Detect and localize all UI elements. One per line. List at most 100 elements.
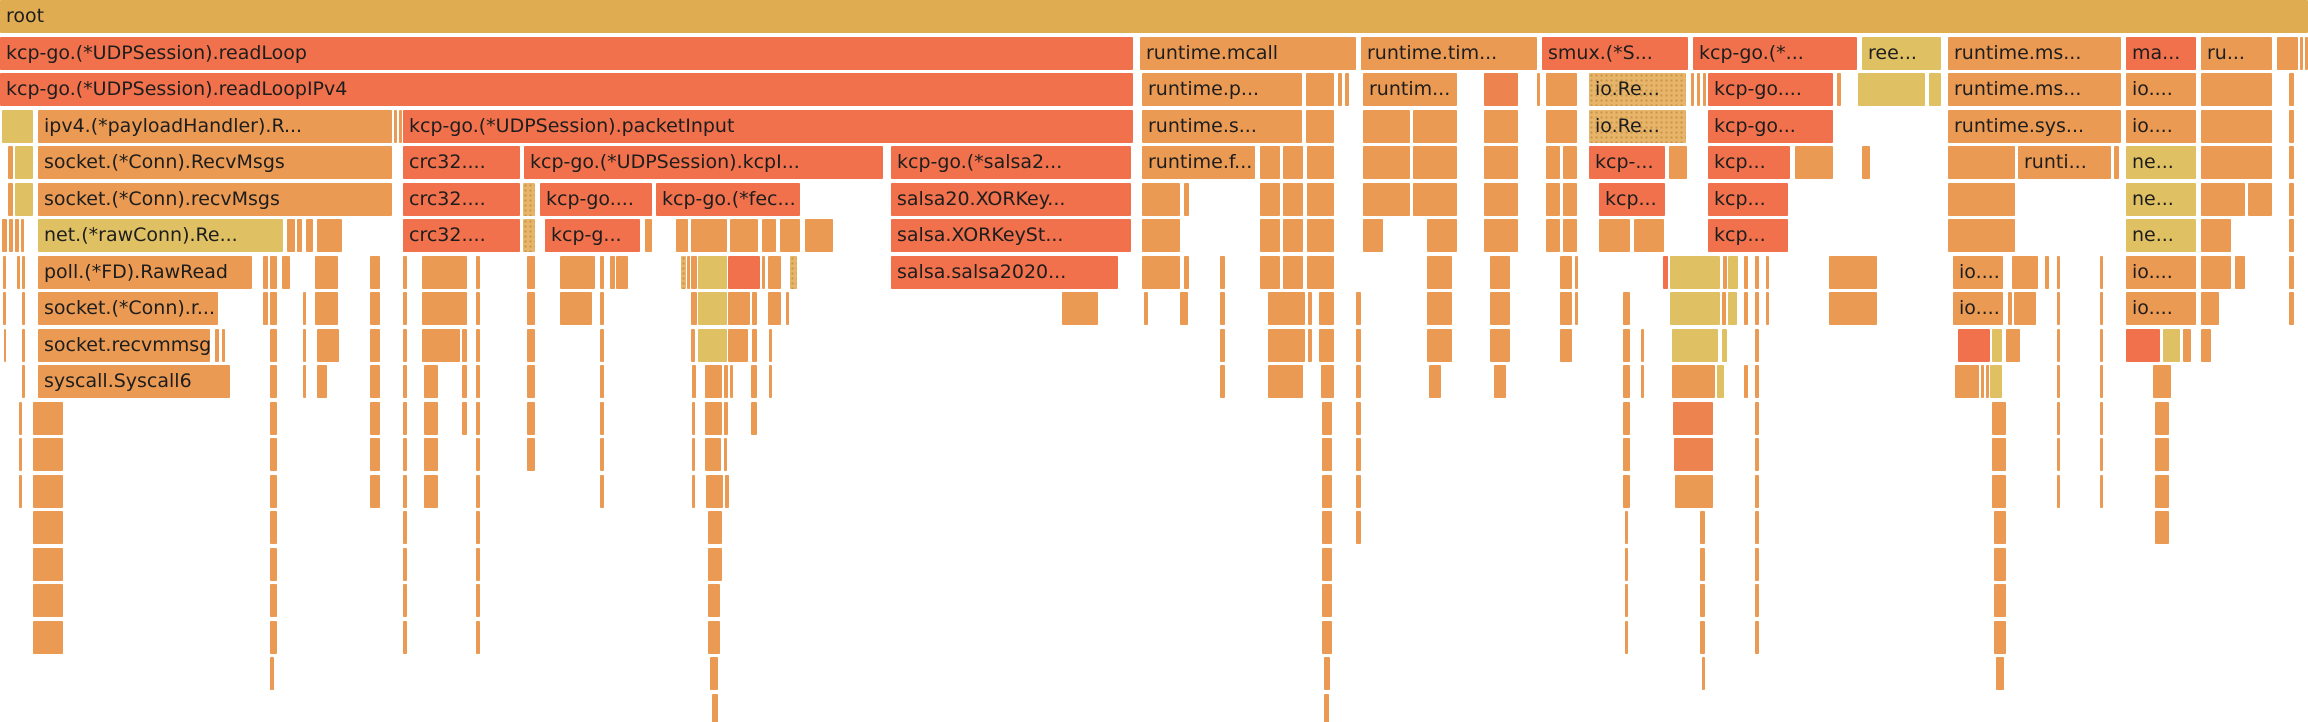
flame-frame[interactable] [706, 474, 723, 508]
flame-frame[interactable] [270, 474, 277, 508]
flame-frame[interactable] [1755, 547, 1759, 581]
flame-frame[interactable] [403, 438, 407, 471]
flame-frame[interactable] [780, 219, 800, 252]
flame-frame[interactable] [2201, 292, 2219, 325]
flame-frame[interactable] [403, 401, 407, 435]
flame-frame[interactable] [297, 219, 302, 252]
flame-frame[interactable] [1795, 146, 1833, 179]
flame-frame[interactable] [476, 401, 480, 435]
flame-frame[interactable] [1220, 292, 1225, 325]
flame-frame-kcp-go-udpsession-readloop[interactable]: kcp-go.(*UDPSession).readLoop [0, 36, 1133, 70]
flame-frame[interactable] [751, 401, 757, 435]
flame-frame[interactable] [1319, 292, 1334, 325]
flame-frame[interactable] [1674, 438, 1713, 471]
flame-frame[interactable] [1484, 109, 1518, 143]
flame-frame[interactable] [1363, 109, 1410, 143]
flame-frame[interactable] [476, 438, 480, 471]
flame-frame[interactable] [1599, 219, 1630, 252]
flame-frame[interactable] [1268, 365, 1303, 398]
flame-frame[interactable] [790, 255, 797, 289]
flame-frame[interactable] [600, 401, 604, 435]
flame-frame[interactable] [2201, 146, 2272, 179]
flame-frame[interactable] [692, 401, 695, 435]
flame-frame[interactable] [1958, 328, 1990, 362]
flame-frame[interactable] [1308, 328, 1312, 362]
flame-frame-ne[interactable]: ne... [2126, 219, 2196, 252]
flame-frame-runtime-p[interactable]: runtime.p... [1142, 73, 1302, 106]
flame-frame[interactable] [1700, 620, 1705, 654]
flame-frame-runti[interactable]: runti... [2018, 146, 2111, 179]
flame-frame[interactable] [8, 146, 13, 179]
flame-frame[interactable] [691, 255, 697, 289]
flame-frame[interactable] [1641, 328, 1644, 362]
flame-frame[interactable] [1992, 438, 2006, 471]
flame-frame[interactable] [1663, 255, 1668, 289]
flame-frame[interactable] [1755, 292, 1759, 325]
flame-frame[interactable] [681, 255, 686, 289]
flame-frame-syscall-syscall6[interactable]: syscall.Syscall6 [38, 365, 230, 398]
flame-frame[interactable] [751, 365, 757, 398]
flame-frame[interactable] [22, 292, 25, 325]
flame-frame-io[interactable]: io.... [2126, 255, 2196, 289]
flame-frame[interactable] [2114, 146, 2119, 179]
flame-frame[interactable] [527, 292, 535, 325]
flame-frame[interactable] [1307, 255, 1334, 289]
flame-frame[interactable] [1722, 292, 1726, 325]
flame-frame-kcp-go[interactable]: kcp-go.... [1708, 73, 1833, 106]
flame-frame[interactable] [1728, 292, 1737, 325]
flame-frame[interactable] [1670, 292, 1720, 325]
flame-frame[interactable] [1546, 146, 1560, 179]
flame-frame-kcp-go-salsa2[interactable]: kcp-go.(*salsa2... [891, 146, 1131, 179]
flame-frame[interactable] [317, 365, 327, 398]
flame-frame[interactable] [22, 365, 25, 398]
flame-frame[interactable] [19, 474, 22, 508]
flame-frame[interactable] [1755, 255, 1759, 289]
flame-frame[interactable] [1623, 292, 1630, 325]
flame-frame[interactable] [1563, 146, 1577, 179]
flame-frame[interactable] [403, 474, 407, 508]
flame-frame[interactable] [527, 328, 535, 362]
flame-frame[interactable] [1484, 73, 1518, 106]
flame-frame[interactable] [1862, 146, 1870, 179]
flame-frame[interactable] [1829, 292, 1877, 325]
flame-frame-net-rawconn-re[interactable]: net.(*rawConn).Re... [38, 219, 283, 252]
flame-frame-io[interactable]: io.... [2126, 109, 2196, 143]
flame-frame[interactable] [600, 438, 604, 471]
flame-frame[interactable] [1537, 73, 1540, 106]
flame-frame[interactable] [1142, 219, 1180, 252]
flame-frame[interactable] [2012, 255, 2038, 289]
flame-frame[interactable] [317, 328, 339, 362]
flame-frame[interactable] [1413, 109, 1457, 143]
flame-frame[interactable] [1766, 292, 1769, 325]
flame-frame-ipv4-payloadhandler-r[interactable]: ipv4.(*payloadHandler).R... [38, 109, 392, 143]
flame-frame[interactable] [730, 365, 733, 398]
flame-frame[interactable] [560, 255, 595, 289]
flame-frame[interactable] [403, 584, 407, 617]
flame-frame[interactable] [424, 401, 438, 435]
flame-frame[interactable] [1494, 365, 1506, 398]
flame-frame[interactable] [1427, 255, 1452, 289]
flame-frame[interactable] [1484, 146, 1518, 179]
flame-frame[interactable] [600, 292, 604, 325]
flame-frame[interactable] [270, 620, 277, 654]
flame-frame[interactable] [2045, 255, 2049, 289]
flame-frame[interactable] [1992, 328, 2002, 362]
flame-frame[interactable] [1260, 255, 1280, 289]
flame-frame[interactable] [616, 255, 628, 289]
flame-frame[interactable] [2289, 219, 2294, 252]
flame-frame[interactable] [403, 365, 407, 398]
flame-frame[interactable] [1427, 292, 1452, 325]
flame-frame[interactable] [476, 547, 480, 581]
flame-frame[interactable] [1413, 146, 1457, 179]
flame-frame-kcp-go-udpsession-readloopipv4[interactable]: kcp-go.(*UDPSession).readLoopIPv4 [0, 73, 1133, 106]
flame-frame[interactable] [1184, 182, 1189, 216]
flame-frame[interactable] [1490, 292, 1510, 325]
flame-frame[interactable] [1672, 328, 1718, 362]
flame-frame-kcp[interactable]: kcp... [1708, 219, 1788, 252]
flame-frame[interactable] [2201, 182, 2245, 216]
flame-frame[interactable] [1623, 438, 1630, 471]
flame-frame[interactable] [2057, 401, 2060, 435]
flame-frame[interactable] [2248, 182, 2272, 216]
flame-frame[interactable] [15, 219, 19, 252]
flame-frame[interactable] [698, 328, 727, 362]
